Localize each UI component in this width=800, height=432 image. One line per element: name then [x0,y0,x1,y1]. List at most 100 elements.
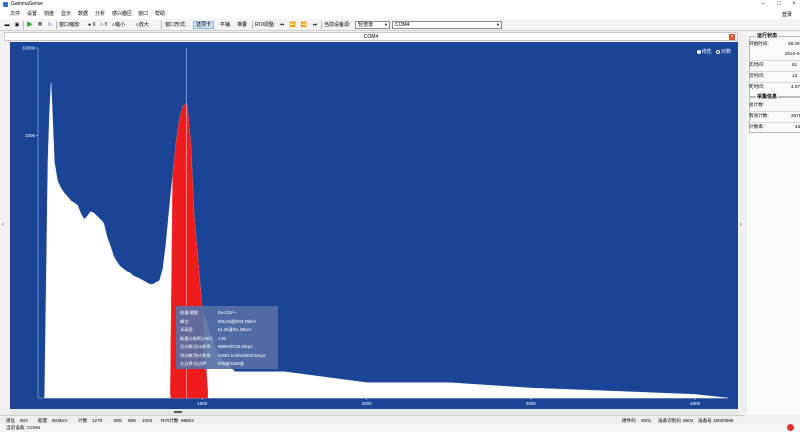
acquisition-info-title: 采集信息 [756,94,779,100]
close-plot-icon[interactable]: × [729,34,735,40]
live-time-value: 13. [792,73,799,78]
radio-y-label: Y [104,22,108,28]
current-device-status: 当前设备: COM4 [6,425,41,430]
open-folder-icon[interactable]: ▬ [4,22,10,28]
title-bar: GammaSense – □ × [0,0,800,9]
start-acquisition-icon[interactable]: ▶ [27,21,33,28]
menu-calibration[interactable]: 刻度 [44,11,55,17]
device-number-label: 设备号 [698,418,712,423]
device-number-value: 19020065 [713,418,734,423]
linear-radio-icon[interactable] [696,49,701,54]
clear-icon[interactable]: ↻ [47,22,53,28]
chevron-down-icon: ▼ [384,22,388,27]
current-device-source-label: 当前设备源: [324,22,351,28]
roi-adjust-label: ROI调整: [255,22,276,28]
plot-title: COM4 [363,34,379,40]
roi-first-icon[interactable]: ⏮ [279,22,285,28]
roi-left-value: 805 [114,418,122,423]
menu-file[interactable]: 文件 [10,11,21,17]
device-id-label: 设备识别码 [658,418,681,423]
y-tick-label: 1000 [25,133,36,138]
menu-window[interactable]: 窗口 [138,11,149,17]
info-row: 左边界/右边界: 805道/1036道 [180,361,244,366]
info-row: 净计数/净计数率: 92651.5.65%/9263.52cps [180,352,266,358]
legend-log[interactable]: 对数 [720,49,731,55]
menu-analysis[interactable]: 分析 [95,11,106,17]
counts-value: 1270 [92,418,103,423]
legend-linear[interactable]: 线性 [701,49,712,55]
channel-label: 道址 [6,418,16,423]
maximize-button[interactable]: □ [777,1,781,7]
log-radio-icon[interactable] [715,49,720,54]
acquisition-info-group: 采集信息 [749,94,800,133]
start-time-value: 08:39 [788,41,800,46]
port-select[interactable]: COM4 ▼ [392,21,502,29]
roi-right-value: 1004 [142,418,153,423]
menu-bar: 文件 设置 刻度 显示 数据 分析 感兴趣区 窗口 帮助 登录 [0,9,800,19]
radio-y-axis[interactable]: ○ Y [100,22,108,28]
scale-legend: 线性 对数 [696,48,731,55]
scrollbar-thumb[interactable] [174,411,182,413]
window-zoom-label: 窗口缩放: [59,22,81,28]
dead-time-value: 4.07 [791,84,800,89]
roi-last-icon[interactable]: ⏭ [312,22,318,28]
start-date-value: 2024-04 [785,51,800,56]
roi-counts-label: ROI计数 [161,418,179,423]
roi-forward-icon[interactable]: ⏩ [289,22,297,28]
chevron-down-icon: ▼ [496,22,500,27]
hardware-code-label: 硬件码 [622,418,636,423]
stop-acquisition-icon[interactable]: ■ [37,21,43,28]
roi-counts-value: 98804 [181,418,194,423]
count-rate-label: 计数率: [749,124,765,129]
menu-roi[interactable]: 感兴趣区 [112,11,133,17]
mode-tile-button[interactable]: 平铺 [220,22,231,28]
toolbar: ▬ ▣ ▶ ■ ↻ 窗口缩放: ● X ○ Y ⌕缩小 ⌕放大 窗口形式: 选项… [0,19,800,31]
real-time-label: 实时间: [749,62,765,67]
valid-counts-label: 有效计数: [749,113,769,118]
menu-data[interactable]: 数据 [78,11,89,17]
window-title: GammaSense [11,1,43,7]
close-window-button[interactable]: × [792,1,796,7]
info-row: 峰位: 905.00道/903.78keV [180,318,257,324]
menu-help[interactable]: 帮助 [155,11,166,17]
device-source-select[interactable]: 轻谱谱 ▼ [355,21,390,29]
y-tick-label: 10000 [22,46,35,51]
zoom-out-icon: ⌕ [112,22,115,28]
hardware-code-value: 0001 [641,418,652,423]
mode-cascade-button[interactable]: 堆叠 [237,22,248,28]
app-logo-icon [3,2,8,7]
dead-time-label: 死时间: [749,84,765,89]
peak-info-box: 核素/道能: Ba-133/--- 峰位: 905.00道/903.78keV 半高… [176,306,278,369]
x-tick-label: 2000 [362,401,373,406]
zoom-out-button[interactable]: ⌕缩小 [112,22,125,28]
x-tick-label: 4000 [690,401,701,406]
roi-back-icon[interactable]: ⏪ [300,22,308,28]
info-row: 半高宽: 61.25道/61.25keV [180,327,252,332]
x-tick-label: 3000 [526,401,537,406]
status-bar: 道址 903 能量 903keV 计数 1270 805 906 1004 RO… [0,415,744,424]
channel-value: 903 [20,418,28,423]
save-icon[interactable]: ▣ [14,22,20,28]
x-tick-label: 1000 [197,401,208,406]
run-status-title: 运行状态 [756,33,779,39]
minimize-button[interactable]: – [761,1,765,7]
zoom-in-button[interactable]: ⌕放大 [136,22,149,28]
radio-x-axis[interactable]: ● X [88,22,96,28]
current-device-bar: 当前设备: COM4 [0,424,800,432]
info-row: 能量分辨率(1/60): 1.92 [180,335,227,341]
plot-horizontal-scrollbar[interactable] [10,409,738,415]
mode-tabs-button[interactable]: 选项卡 [193,21,215,29]
energy-label: 能量 [38,418,48,423]
expand-right-icon[interactable]: › [740,222,742,228]
menu-display[interactable]: 显示 [61,11,72,17]
spectrum-plot-area[interactable]: 10000 1000 1000 2000 3000 4000 线性 对数 核素/道能: Ba… [10,42,738,409]
info-row: 核素/道能: Ba-133/--- [180,310,237,315]
spectrum-series [44,82,729,399]
menu-settings[interactable]: 设置 [27,11,38,17]
info-row: 总计数/总计数率: 98804/9723.48cps [180,344,253,349]
roi-peak-value: 906 [128,418,136,423]
collapse-left-icon[interactable]: ‹ [2,222,4,228]
valid-counts-value: 2676 [791,113,800,118]
spectrum-chart[interactable]: 10000 1000 1000 2000 3000 4000 [10,42,738,409]
login-link[interactable]: 登录 [781,12,792,18]
